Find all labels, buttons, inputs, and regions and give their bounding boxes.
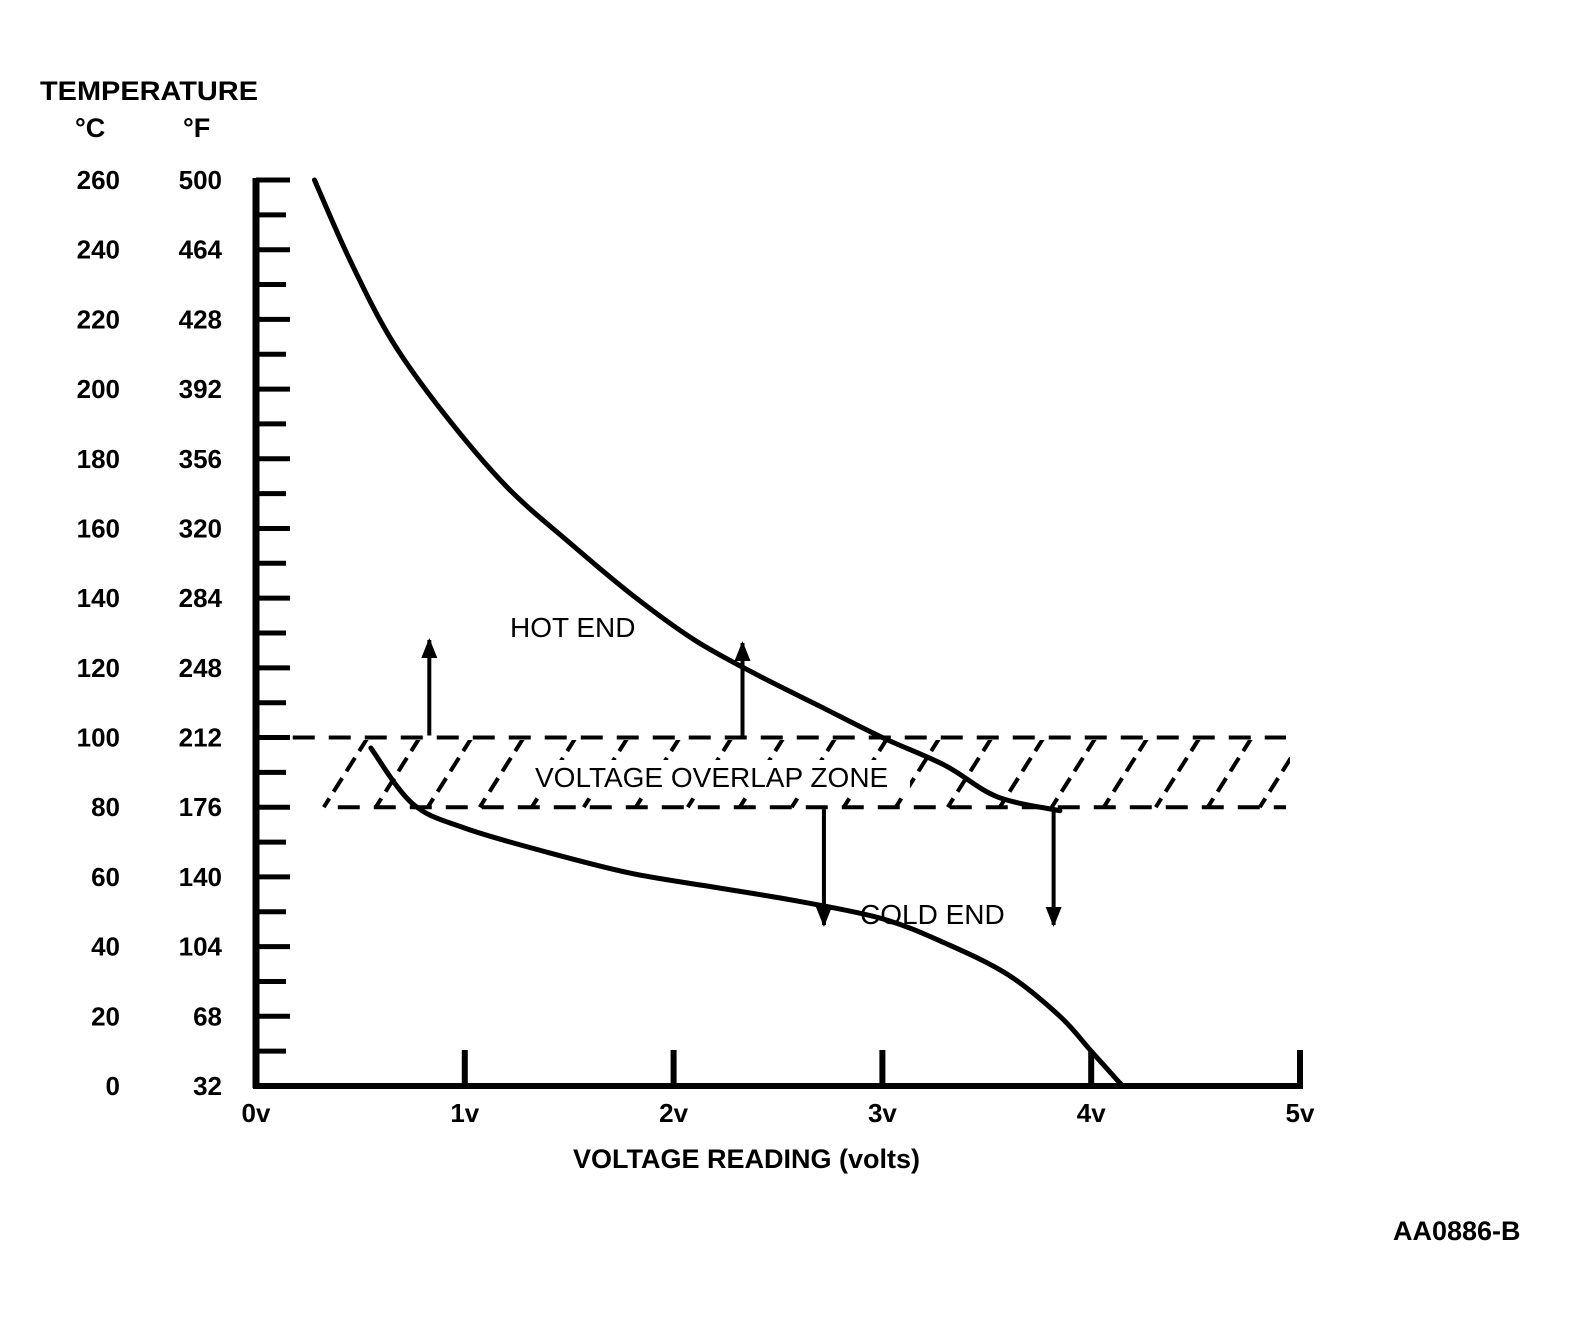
y-tick-label-fahrenheit: 320 — [179, 513, 222, 543]
figure-id: AA0886-B — [1393, 1216, 1521, 1246]
y-tick-label-celsius: 40 — [91, 932, 120, 962]
x-tick-labels: 0v 1v 2v 3v 4v 5v — [242, 1098, 1315, 1128]
zone-hatch-line — [1102, 740, 1149, 809]
y-tick-label-celsius: 0 — [106, 1071, 120, 1101]
y-tick-label-fahrenheit: 68 — [193, 1001, 222, 1031]
y-tick-label-fahrenheit: 104 — [179, 932, 223, 962]
y-tick-labels-fahrenheit: 500 464 428 392 356 320 284 248 212 176 140 104 68 32 — [179, 165, 223, 1101]
hot-end-arrow-right-head — [734, 641, 751, 661]
zone-hatch-line — [426, 740, 473, 809]
y-tick-label-fahrenheit: 356 — [179, 444, 222, 474]
zone-hatch-line — [1050, 740, 1097, 809]
zone-hatch-line — [790, 740, 837, 809]
y-tick-label-fahrenheit: 212 — [179, 723, 222, 753]
y-tick-label-celsius: 200 — [77, 374, 120, 404]
y-tick-label-fahrenheit: 284 — [179, 583, 223, 613]
y-tick-label-celsius: 80 — [91, 792, 120, 822]
y-tick-label-fahrenheit: 392 — [179, 374, 222, 404]
voltage-overlap-zone — [292, 735, 1290, 810]
zone-hatch-line — [478, 740, 525, 809]
overlap-zone-label: VOLTAGE OVERLAP ZONE — [535, 762, 888, 793]
y-tick-label-fahrenheit: 176 — [179, 792, 222, 822]
y-tick-label-celsius: 60 — [91, 862, 120, 892]
y-tick-label-celsius: 120 — [77, 653, 120, 683]
x-tick-label: 5v — [1286, 1098, 1315, 1128]
y-tick-label-fahrenheit: 464 — [179, 235, 223, 265]
y-tick-label-fahrenheit: 32 — [193, 1071, 222, 1101]
zone-hatch-line — [998, 740, 1045, 809]
zone-hatch-line — [686, 740, 733, 809]
y-axis-title: TEMPERATURE — [40, 76, 258, 106]
zone-hatch-line — [530, 740, 577, 809]
x-tick-label: 1v — [450, 1098, 479, 1128]
y-tick-label-celsius: 100 — [77, 723, 120, 753]
x-tick-label: 4v — [1077, 1098, 1106, 1128]
y-tick-label-celsius: 160 — [77, 513, 120, 543]
zone-hatch-line — [946, 740, 993, 809]
y-tick-label-celsius: 260 — [77, 165, 120, 195]
hot-end-label: HOT END — [510, 612, 636, 643]
y-tick-label-celsius: 240 — [77, 235, 120, 265]
hot-end-arrow-left-head — [421, 638, 438, 658]
axes — [252, 177, 1303, 1089]
y-tick-label-celsius: 220 — [77, 304, 120, 334]
zone-hatch-line — [322, 740, 369, 809]
zone-hatch-line — [894, 740, 941, 809]
x-tick-label: 2v — [659, 1098, 688, 1128]
y-tick-label-fahrenheit: 500 — [179, 165, 222, 195]
zone-hatch-line — [842, 740, 889, 809]
cold-end-curve — [368, 745, 1126, 1089]
y-tick-label-celsius: 140 — [77, 583, 120, 613]
x-tick-label: 0v — [242, 1098, 271, 1128]
zone-hatch-line — [374, 740, 421, 809]
zone-hatch-line — [738, 740, 785, 809]
cold-end-arrow-right-head — [1045, 907, 1062, 927]
zone-hatch-line — [1206, 740, 1253, 809]
zone-label-backing — [528, 760, 910, 796]
y-unit-celsius: °C — [75, 113, 105, 143]
y-tick-label-celsius: 20 — [91, 1001, 120, 1031]
zone-hatch-line — [1154, 740, 1201, 809]
y-unit-fahrenheit: °F — [183, 113, 210, 143]
y-tick-label-fahrenheit: 248 — [179, 653, 222, 683]
y-tick-label-fahrenheit: 140 — [179, 862, 222, 892]
annotation-arrows — [421, 638, 1062, 927]
y-tick-label-celsius: 180 — [77, 444, 120, 474]
cold-end-label: COLD END — [860, 899, 1005, 930]
y-tick-label-fahrenheit: 428 — [179, 304, 222, 334]
x-axis-title: VOLTAGE READING (volts) — [573, 1144, 920, 1174]
zone-hatching — [322, 740, 1290, 809]
zone-hatch-line — [582, 740, 629, 809]
zone-hatch-line — [1258, 755, 1290, 809]
curves — [311, 177, 1126, 1089]
x-tick-label: 3v — [868, 1098, 897, 1128]
zone-hatch-line — [634, 740, 681, 809]
hot-end-curve — [311, 177, 1063, 814]
cold-end-arrow-left-head — [815, 907, 832, 927]
